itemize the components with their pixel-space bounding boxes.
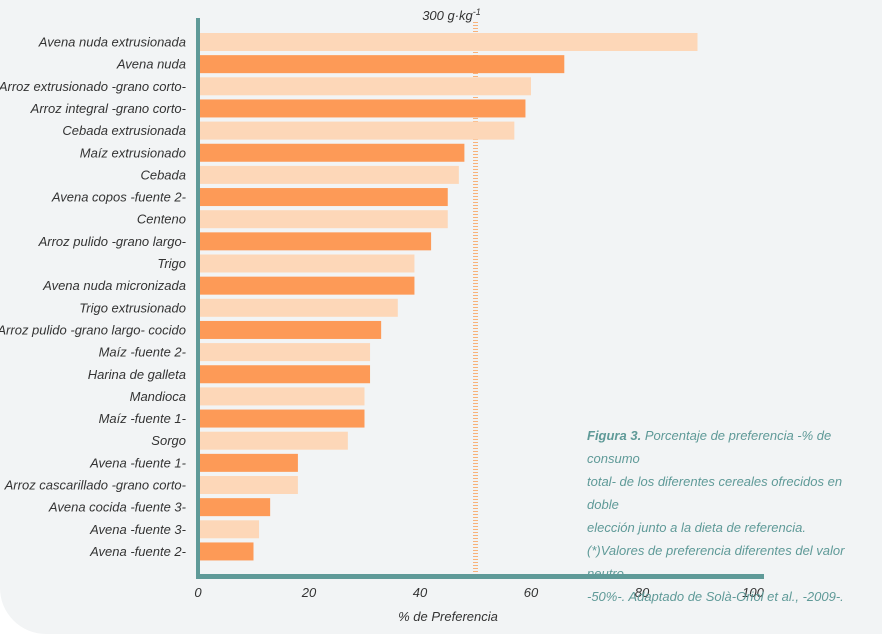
bar [198, 210, 448, 229]
category-label: Avena -fuente 3- [89, 522, 187, 537]
bar [198, 33, 698, 51]
category-label: Mandioca [130, 389, 186, 404]
bar [198, 143, 465, 162]
caption-lead: Figura 3. [587, 428, 642, 443]
bar [198, 343, 371, 362]
x-tick-label: 20 [301, 585, 317, 600]
bar [198, 298, 398, 317]
bar [198, 498, 271, 517]
bar [198, 320, 382, 339]
reference-line-label-main: 300 g·kg [422, 8, 473, 23]
caption-line-1-text: Porcentaje de preferencia -% de consumo [587, 428, 832, 466]
x-tick-label: 80 [635, 585, 650, 600]
x-tick-label: 40 [413, 585, 428, 600]
category-label: Arroz cascarillado -grano corto- [4, 478, 187, 493]
bar [198, 188, 448, 207]
caption-line-5: -50%-. Adaptado de Solà-Oriol et al., -2… [587, 589, 844, 604]
category-label: Cebada [140, 167, 186, 182]
caption-line-4: (*)Valores de preferencia diferentes del… [587, 543, 845, 581]
bar [198, 77, 531, 96]
bar [198, 55, 565, 74]
category-label: Arroz pulido -grano largo- cocido [0, 322, 186, 337]
category-label: Arroz integral -grano corto- [30, 101, 187, 116]
bar [198, 542, 254, 561]
bar [198, 365, 371, 384]
bar [198, 520, 260, 539]
reference-line-label: 300 g·kg-1 [422, 7, 481, 23]
bar [198, 165, 459, 184]
bar [198, 409, 365, 428]
x-tick-label: 100 [742, 585, 764, 600]
bar [198, 99, 526, 118]
category-label: Avena copos -fuente 2- [51, 190, 187, 205]
category-label: Trigo extrusionado [79, 300, 186, 315]
bar [198, 453, 298, 472]
x-axis-title: % de Preferencia [398, 609, 498, 624]
category-label: Harina de galleta [88, 367, 186, 382]
category-label: Maíz extrusionado [80, 145, 186, 160]
category-label: Maíz -fuente 2- [99, 345, 187, 360]
category-label: Avena nuda micronizada [42, 278, 186, 293]
category-label: Avena -fuente 1- [89, 455, 187, 470]
category-label: Arroz pulido -grano largo- [38, 234, 187, 249]
category-label: Avena nuda extrusionada [38, 35, 186, 50]
category-label: Sorgo [151, 433, 186, 448]
figure-caption: Figura 3. Porcentaje de preferencia -% d… [587, 424, 867, 608]
bar [198, 121, 515, 140]
x-axis [196, 574, 764, 579]
category-label: Avena nuda [116, 57, 186, 72]
reference-line-label-superscript: -1 [473, 7, 481, 17]
x-tick-label: 0 [194, 585, 202, 600]
category-label: Cebada extrusionada [62, 123, 186, 138]
bar [198, 232, 432, 251]
category-label: Arroz extrusionado -grano corto- [0, 79, 187, 94]
category-label: Maíz -fuente 1- [99, 411, 187, 426]
category-label: Avena -fuente 2- [89, 544, 187, 559]
caption-line-2: total- de los diferentes cereales ofreci… [587, 474, 843, 512]
bar [198, 387, 365, 406]
bar [198, 276, 415, 295]
caption-line-3: elección junto a la dieta de referencia. [587, 520, 806, 535]
bar [198, 476, 298, 494]
x-tick-label: 60 [524, 585, 539, 600]
y-axis [196, 18, 200, 578]
bar [198, 431, 348, 450]
bar [198, 254, 415, 273]
caption-line-1: Figura 3. Porcentaje de preferencia -% d… [587, 424, 867, 470]
category-label: Avena cocida -fuente 3- [48, 500, 187, 515]
category-label: Trigo [157, 256, 186, 271]
category-label: Centeno [137, 212, 186, 227]
